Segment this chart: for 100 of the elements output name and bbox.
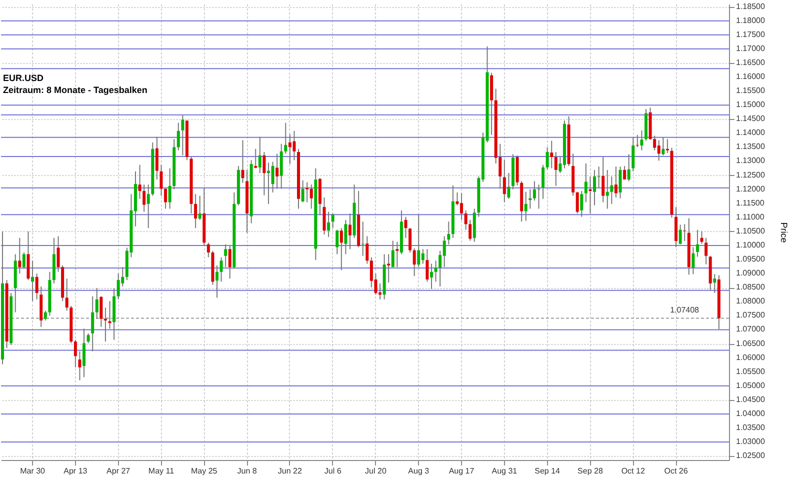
candlestick — [348, 212, 352, 250]
candlestick — [632, 136, 635, 172]
y-tick-label: 1.12500 — [736, 170, 766, 180]
candlestick — [331, 212, 334, 229]
candlestick — [276, 153, 279, 190]
candlestick — [254, 148, 258, 169]
candlestick — [623, 166, 626, 180]
candlestick — [198, 195, 202, 220]
y-tick-label: 1.13000 — [736, 156, 766, 166]
x-tick-label: Oct 12 — [621, 466, 646, 476]
candlestick — [692, 246, 695, 275]
candlestick — [164, 188, 168, 210]
candlestick — [301, 180, 304, 203]
y-tick-label: 1.15500 — [736, 86, 766, 96]
y-tick-label: 1.06000 — [736, 352, 766, 362]
candlestick — [206, 242, 210, 258]
candlestick — [258, 136, 262, 174]
candlestick — [602, 156, 605, 203]
candlestick — [447, 221, 450, 245]
candlestick — [430, 263, 433, 290]
x-tick-label: Mar 30 — [20, 466, 46, 476]
candlestick — [35, 273, 38, 300]
candlestick — [138, 164, 142, 200]
y-tick-label: 1.03000 — [736, 437, 766, 446]
candlestick — [653, 135, 656, 151]
candlestick — [220, 256, 223, 282]
candlestick — [194, 194, 198, 229]
candlestick — [310, 184, 313, 210]
candlestick — [216, 264, 218, 298]
candlestick — [417, 214, 420, 268]
candlestick — [146, 184, 150, 229]
candlestick — [713, 274, 716, 294]
candlestick — [82, 328, 86, 378]
candlestick — [322, 196, 326, 236]
y-tick-label: 1.16500 — [736, 58, 766, 67]
candlestick — [554, 151, 558, 186]
candlestick — [640, 130, 644, 151]
candlestick — [56, 236, 60, 272]
y-tick-label: 1.10000 — [736, 240, 766, 250]
candlestick — [336, 229, 339, 255]
candlestick — [426, 248, 429, 282]
y-tick-label: 1.05500 — [736, 366, 766, 376]
candlestick — [95, 288, 98, 320]
y-tick-label: 1.18500 — [736, 2, 766, 11]
candlestick — [502, 159, 506, 203]
candlestick — [408, 228, 412, 253]
candlestick — [542, 164, 545, 200]
candlestick — [241, 140, 244, 184]
candlestick — [284, 122, 288, 154]
y-tick-label: 1.09500 — [736, 254, 766, 264]
y-tick-label: 1.12000 — [736, 184, 766, 194]
candlestick — [74, 339, 77, 368]
y-tick-label: 1.18000 — [736, 16, 766, 25]
text: Zeitraum: 8 Monate - Tagesbalken — [3, 85, 148, 95]
candlestick — [662, 136, 665, 156]
candlestick — [464, 210, 468, 230]
candlestick — [22, 252, 26, 270]
candlestick — [666, 138, 669, 154]
text: EUR.USD — [3, 73, 44, 83]
candlestick — [550, 140, 554, 169]
candlestick — [44, 310, 47, 321]
candlestick — [421, 248, 424, 264]
x-tick-label: Jun 22 — [278, 466, 302, 476]
candlestick — [528, 188, 532, 210]
candlestick — [696, 229, 699, 258]
candlestick — [391, 240, 394, 268]
y-tick-label: 1.17500 — [736, 30, 766, 39]
candlestick — [404, 216, 408, 238]
y-tick-label: 1.15000 — [736, 100, 766, 110]
x-tick-label: Jun 8 — [237, 466, 258, 476]
x-tick-label: Aug 3 — [408, 466, 430, 476]
y-tick-label: 1.04000 — [736, 408, 766, 418]
candlestick — [580, 190, 584, 218]
candlestick — [576, 191, 579, 214]
y-tick-label: 1.08500 — [736, 282, 766, 292]
y-tick-label: 1.11000 — [736, 212, 765, 222]
candlestick — [116, 273, 120, 300]
candlestick — [678, 224, 682, 245]
candlestick — [606, 169, 609, 210]
candlestick — [340, 228, 343, 271]
candlestick — [614, 166, 618, 198]
candlestick — [288, 134, 292, 165]
y-tick-label: 1.07500 — [736, 310, 766, 320]
candlestick — [86, 332, 90, 344]
candlestick — [262, 151, 266, 196]
candlestick — [160, 164, 163, 196]
candlestick — [700, 230, 704, 244]
candlestick — [396, 241, 399, 268]
y-tick-label: 1.04500 — [736, 394, 766, 404]
y-tick-label: 1.13500 — [736, 142, 766, 152]
candlestick — [442, 236, 446, 268]
candlestick — [584, 162, 588, 203]
x-tick-label: Jul 6 — [324, 466, 342, 476]
y-tick-label: 1.05000 — [736, 380, 766, 390]
candlestick — [434, 260, 438, 282]
candlestick — [366, 236, 369, 264]
candlestick — [546, 146, 549, 170]
candlestick — [228, 246, 232, 280]
y-tick-label: 1.14000 — [736, 128, 766, 138]
y-tick-label: 1.08000 — [736, 296, 766, 306]
